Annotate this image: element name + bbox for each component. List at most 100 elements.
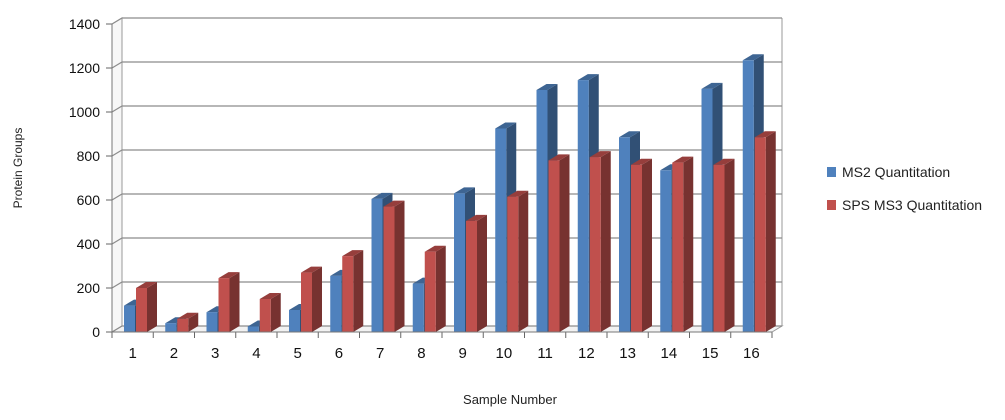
- bar-top: [495, 122, 517, 129]
- bar-front: [259, 299, 271, 332]
- bar-side: [312, 266, 322, 332]
- grid-line: [111, 149, 782, 157]
- bar-sps-ms3-6: [342, 250, 364, 332]
- x-tick-label: 2: [170, 345, 178, 362]
- bar-front: [412, 283, 424, 332]
- grid-line: [111, 105, 782, 113]
- bar-sps-ms3-13: [631, 158, 652, 332]
- bar-front: [742, 60, 754, 333]
- bar-side: [600, 151, 611, 332]
- bar-top: [631, 158, 652, 165]
- bar-front: [754, 137, 766, 332]
- bar-front: [247, 326, 259, 332]
- bar-front: [454, 193, 465, 332]
- bar-top: [218, 272, 240, 279]
- bar-sps-ms3-5: [301, 266, 322, 332]
- bar-side: [477, 214, 487, 332]
- legend-swatch: [827, 167, 836, 177]
- bar-top: [548, 154, 570, 161]
- bar-side: [147, 282, 157, 332]
- bar-front: [536, 90, 548, 332]
- bars: [124, 54, 776, 333]
- bar-top: [301, 266, 322, 273]
- bar-front: [330, 275, 342, 332]
- bar-front: [713, 164, 725, 332]
- bar-top: [507, 190, 529, 197]
- chart-walls: [110, 17, 784, 333]
- bar-top: [136, 282, 157, 288]
- bar-top: [454, 187, 475, 194]
- x-tick-label: 5: [293, 345, 301, 362]
- grid-line: [111, 17, 782, 25]
- bar-front: [548, 160, 560, 332]
- bar-front: [660, 170, 672, 332]
- bar-sps-ms3-4: [259, 293, 281, 332]
- y-tick-label: 800: [77, 148, 101, 164]
- legend-item: SPS MS3 Quantitation: [827, 197, 982, 213]
- legend: MS2 Quantitation SPS MS3 Quantitation: [827, 164, 982, 213]
- bar-top: [259, 293, 281, 299]
- bar-front: [589, 157, 601, 332]
- bar-front: [136, 288, 147, 332]
- y-tick-label: 0: [92, 324, 100, 340]
- bar-front: [218, 278, 230, 332]
- bar-front: [206, 312, 218, 332]
- legend-label: SPS MS3 Quantitation: [842, 197, 982, 213]
- grid-line: [111, 61, 782, 69]
- bar-sps-ms3-10: [507, 190, 529, 332]
- bar-sps-ms3-1: [136, 282, 157, 332]
- bar-side: [435, 245, 446, 332]
- y-tick-label: 1400: [69, 16, 100, 32]
- bar-front: [371, 198, 383, 332]
- legend-label: MS2 Quantitation: [842, 164, 950, 180]
- bar-sps-ms3-2: [177, 312, 199, 332]
- bar-front: [165, 323, 177, 332]
- bar-top: [383, 200, 405, 207]
- bar-front: [495, 128, 507, 332]
- bar-sps-ms3-12: [589, 151, 611, 332]
- bar-front: [424, 251, 436, 332]
- bar-side: [642, 158, 652, 332]
- x-tick-label: 4: [252, 345, 260, 362]
- y-tick-label: 200: [77, 280, 101, 296]
- bar-front: [672, 162, 684, 332]
- bar-side: [683, 156, 694, 332]
- x-tick-label: 9: [458, 345, 466, 362]
- back-wall: [122, 18, 782, 326]
- bar-front: [466, 220, 477, 332]
- x-tick-label: 12: [578, 345, 595, 362]
- y-tick-label: 1000: [69, 104, 100, 120]
- bar-front: [619, 137, 630, 332]
- x-tick-label: 8: [417, 345, 425, 362]
- bar-side: [270, 293, 281, 332]
- x-tick-label: 1: [128, 345, 136, 362]
- bar-top: [536, 84, 558, 90]
- bar-top: [177, 312, 199, 319]
- x-tick-label: 7: [376, 345, 384, 362]
- bar-top: [672, 156, 694, 163]
- x-tick-label: 10: [496, 345, 513, 362]
- y-tick-label: 1200: [69, 60, 100, 76]
- bar-front: [701, 88, 713, 333]
- bar-top: [742, 54, 764, 61]
- x-tick-label: 3: [211, 345, 219, 362]
- bar-sps-ms3-9: [466, 214, 487, 332]
- x-tick-label: 15: [702, 345, 719, 362]
- bar-sps-ms3-11: [548, 154, 570, 332]
- bar-top: [371, 192, 393, 199]
- bar-side: [229, 272, 240, 332]
- bar-side: [559, 154, 570, 332]
- bar-sps-ms3-15: [713, 158, 735, 332]
- legend-swatch: [827, 200, 836, 210]
- bar-front: [631, 164, 642, 332]
- x-tick-label: 13: [619, 345, 636, 362]
- bar-top: [713, 158, 735, 165]
- bar-side: [394, 200, 405, 332]
- y-axis-label: Protein Groups: [11, 128, 25, 209]
- bar-top: [754, 131, 776, 138]
- bar-sps-ms3-16: [754, 131, 776, 332]
- y-tick-label: 600: [77, 192, 101, 208]
- bar-front: [507, 196, 519, 332]
